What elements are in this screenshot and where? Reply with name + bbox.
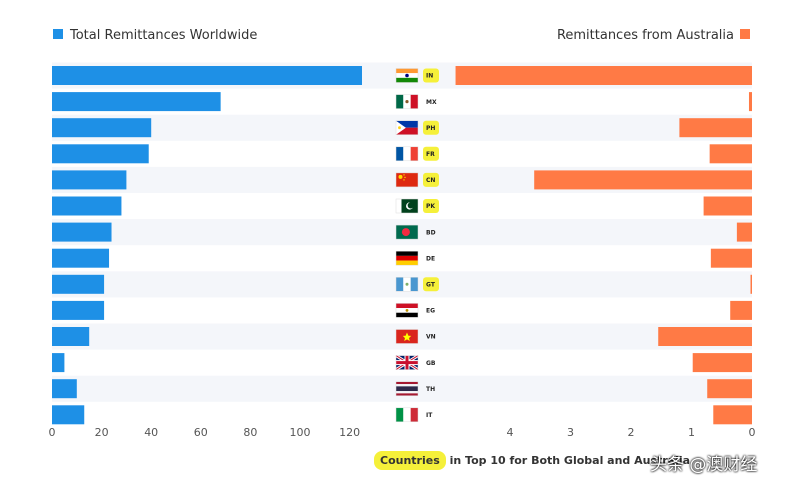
country-code-mx: MX bbox=[426, 99, 437, 106]
legend-right: Remittances from Australia bbox=[557, 28, 750, 43]
footer-text: in Top 10 for Both Global and Australia bbox=[445, 454, 691, 467]
flag-it-icon bbox=[395, 407, 419, 423]
bar-worldwide-gt bbox=[52, 274, 105, 294]
legend-right-label: Remittances from Australia bbox=[557, 28, 734, 43]
code-highlight bbox=[423, 68, 439, 83]
right-tick-label: 4 bbox=[507, 426, 514, 439]
right-tick-label: 0 bbox=[749, 426, 756, 439]
left-tick-label: 100 bbox=[290, 426, 311, 439]
country-code-ph: PH bbox=[426, 125, 435, 132]
country-code-bd: BD bbox=[426, 229, 436, 236]
bar-australia-cn bbox=[534, 170, 752, 190]
flag-vn-icon bbox=[395, 329, 419, 344]
flag-gt-icon bbox=[395, 277, 419, 292]
bar-worldwide-fr bbox=[52, 144, 149, 164]
bar-worldwide-gb bbox=[52, 353, 65, 373]
legend-right-swatch bbox=[740, 29, 750, 39]
flag-bd-icon bbox=[395, 224, 419, 240]
code-highlight bbox=[423, 120, 439, 135]
footer-note: Countries in Top 10 for Both Global and … bbox=[374, 451, 691, 470]
left-tick-label: 0 bbox=[49, 426, 56, 439]
code-highlight bbox=[423, 146, 439, 161]
bar-worldwide-ph bbox=[52, 118, 152, 138]
left-bars bbox=[52, 66, 362, 425]
bar-australia-gt bbox=[750, 274, 752, 294]
left-tick-label: 20 bbox=[95, 426, 109, 439]
country-code-de: DE bbox=[426, 255, 435, 262]
bar-australia-fr bbox=[709, 144, 752, 164]
legend-left: Total Remittances Worldwide bbox=[53, 28, 257, 43]
bar-australia-mx bbox=[748, 92, 752, 112]
right-bars bbox=[455, 66, 752, 425]
country-code-gt: GT bbox=[426, 282, 436, 289]
flag-gb-icon bbox=[395, 354, 419, 371]
bar-australia-eg bbox=[730, 300, 752, 320]
left-tick-label: 40 bbox=[144, 426, 158, 439]
bar-worldwide-bd bbox=[52, 222, 112, 242]
bar-australia-th bbox=[707, 379, 752, 399]
flag-eg-icon bbox=[395, 303, 419, 318]
legend-left-label: Total Remittances Worldwide bbox=[69, 28, 257, 43]
bar-australia-in bbox=[455, 66, 752, 85]
country-code-th: TH bbox=[426, 386, 435, 393]
right-axis-ticks: 4 3 2 1 0 bbox=[507, 426, 756, 439]
bar-worldwide-in bbox=[52, 66, 362, 85]
right-tick-label: 1 bbox=[688, 426, 695, 439]
bar-australia-gb bbox=[692, 353, 752, 373]
flag-de-icon bbox=[395, 250, 419, 266]
flag-ph-icon bbox=[395, 120, 419, 135]
bar-worldwide-vn bbox=[52, 327, 90, 346]
bar-australia-de bbox=[710, 248, 752, 268]
country-code-vn: VN bbox=[426, 334, 436, 341]
left-axis-ticks: 0 20 40 60 80 100 120 bbox=[49, 426, 361, 439]
country-code-pk: PK bbox=[426, 203, 435, 210]
flag-fr-icon bbox=[395, 146, 419, 162]
left-tick-label: 60 bbox=[194, 426, 208, 439]
right-tick-label: 3 bbox=[567, 426, 574, 439]
left-tick-label: 120 bbox=[339, 426, 360, 439]
bar-worldwide-th bbox=[52, 379, 77, 399]
bar-worldwide-mx bbox=[52, 92, 221, 112]
bar-australia-ph bbox=[679, 118, 752, 138]
bar-australia-vn bbox=[658, 327, 752, 346]
bar-australia-bd bbox=[736, 222, 752, 242]
bar-australia-pk bbox=[703, 196, 752, 216]
country-code-gb: GB bbox=[426, 360, 436, 367]
flag-mx-icon bbox=[395, 94, 419, 109]
bar-worldwide-cn bbox=[52, 170, 127, 190]
flag-cn-icon bbox=[395, 172, 419, 188]
right-tick-label: 2 bbox=[628, 426, 635, 439]
flag-th-icon bbox=[395, 381, 419, 396]
bar-worldwide-eg bbox=[52, 300, 105, 320]
country-code-eg: EG bbox=[426, 308, 435, 315]
legend-left-swatch bbox=[53, 29, 63, 39]
country-flags: IN MX PH FR CN PK BD DE GT EG VN GB TH IT bbox=[395, 68, 439, 423]
bar-australia-it bbox=[713, 405, 752, 425]
country-code-it: IT bbox=[426, 412, 433, 419]
footer-highlight: Countries bbox=[374, 451, 446, 470]
code-highlight bbox=[423, 199, 439, 213]
country-code-in: IN bbox=[426, 73, 433, 80]
bar-worldwide-it bbox=[52, 405, 85, 425]
country-code-fr: FR bbox=[426, 151, 435, 158]
code-highlight bbox=[423, 277, 439, 292]
bar-worldwide-de bbox=[52, 248, 110, 268]
country-code-cn: CN bbox=[426, 177, 435, 184]
flag-in-icon bbox=[395, 68, 419, 83]
code-highlight bbox=[423, 172, 439, 187]
bar-worldwide-pk bbox=[52, 196, 122, 216]
watermark: 头条 @澳财经 bbox=[650, 455, 758, 475]
left-tick-label: 80 bbox=[243, 426, 257, 439]
flag-pk-icon bbox=[395, 198, 419, 214]
